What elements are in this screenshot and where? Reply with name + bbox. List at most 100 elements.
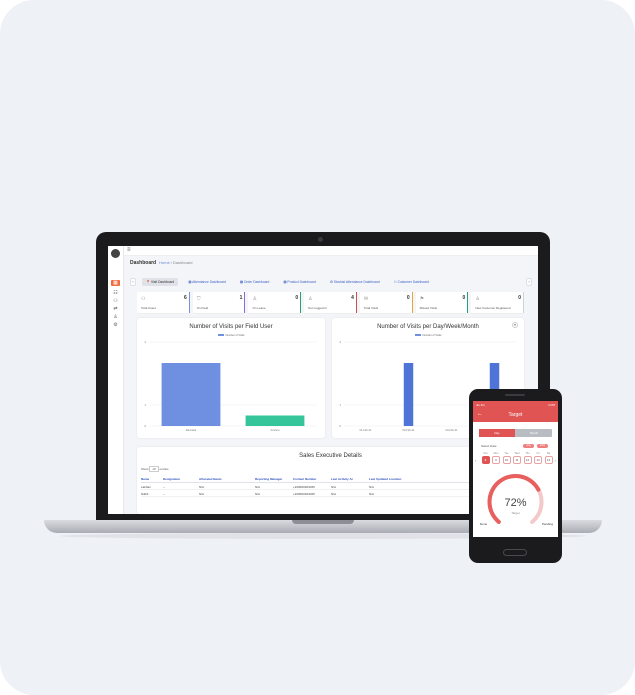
stat-icon: ♙ (308, 296, 313, 302)
stat-value: 4 (351, 295, 354, 301)
table-cell: N/A (255, 492, 261, 496)
stat-icon: ⚇ (141, 296, 146, 302)
stat-value: 0 (462, 295, 466, 301)
stat-label: Not Logged In (308, 306, 328, 310)
x-tick-label: 02-Feb-21 (403, 428, 416, 432)
team-nav-icon[interactable]: ⚇ (113, 298, 118, 304)
day-item[interactable]: Wed 11 (513, 452, 521, 464)
day-month-toggle: Day Month (479, 429, 552, 437)
chevron-right-icon[interactable]: › (526, 278, 532, 286)
y-tick-label: 4 (339, 340, 341, 344)
column-header[interactable]: Allocated Beats (199, 477, 222, 481)
filter-icon[interactable]: ▼ (512, 322, 518, 328)
table-cell: N/A (199, 485, 205, 489)
stat-cards: ⚇ 6 Total Users ⛉ 1 On Field ♙ 0 On Leav… (137, 292, 525, 314)
table-row: Lakhan -- N/A N/A +918460184045 N/A N/A (141, 484, 471, 490)
column-header[interactable]: Last Activity At (331, 477, 353, 481)
day-item[interactable]: Fri 13 (534, 452, 543, 464)
day-picker: Sun 8 Mon 9 Tue 10 Wed 11 Thu 12 Fri 13 Sat 14 (477, 452, 554, 468)
page-size-select[interactable]: 10 (149, 466, 159, 472)
users-nav-icon[interactable]: ☷ (113, 290, 118, 296)
bar[interactable] (161, 363, 221, 426)
stat-label: Missed Visits (419, 306, 438, 310)
table-cell: N/A (331, 492, 337, 496)
toggle-month[interactable]: Month (529, 431, 539, 435)
chevron-right-icon[interactable]: › (554, 458, 556, 463)
day-item[interactable]: Tue 10 (502, 452, 511, 464)
phone: Jio 4G 3 PM ← Target Day Month Select Da… (469, 389, 562, 563)
day-item[interactable]: Sat 14 (544, 452, 553, 464)
target-gauge (487, 474, 544, 524)
camera (318, 237, 323, 242)
stat-value: 6 (183, 295, 187, 301)
stat-label: Total Users (141, 306, 157, 310)
stat-card[interactable]: ♙ 0 New Customer Registered (471, 292, 525, 314)
chevron-left-icon[interactable]: ‹ (475, 458, 477, 463)
column-header[interactable]: Reporting Manager (255, 477, 283, 481)
breadcrumb-home[interactable]: Home (159, 260, 170, 265)
column-header[interactable]: Last Updated Location (369, 477, 402, 481)
table-header: Name Designation Allocated Beats Reporting … (141, 477, 471, 483)
stat-card[interactable]: ✉ 0 Total Visits (359, 292, 413, 314)
stat-label: On Leave (252, 306, 266, 310)
sidebar: ▦ ☷ ⚇ ⇄ ♙ ⚙ (108, 246, 124, 514)
phone-header: ← Target (473, 408, 558, 422)
stat-card[interactable]: ♙ 0 On Leave (248, 292, 302, 314)
stat-value: 0 (295, 295, 299, 301)
hamburger-icon[interactable]: ≡ (127, 247, 131, 253)
page-size-control: Show 10 entries (141, 466, 169, 472)
breadcrumb-current: Dashboard (172, 260, 193, 265)
transfer-nav-icon[interactable]: ⇄ (113, 306, 118, 312)
phone-screen: Jio 4G 3 PM ← Target Day Month Select Da… (473, 401, 558, 537)
stat-value: 0 (518, 295, 522, 301)
table-cell: N/A (255, 485, 261, 489)
back-arrow-icon[interactable]: ← (477, 411, 483, 417)
stat-card[interactable]: ⚑ 0 Missed Visits (415, 292, 469, 314)
top-bar: ≡ (124, 246, 538, 256)
gauge-subtitle: Target (511, 511, 520, 515)
toggle-day[interactable]: Day (479, 429, 515, 437)
chart-title: Number of Visits per Field User (189, 324, 273, 330)
tab-stockist-attendance-dashboard[interactable]: ⚙ Stockist Attendance Dashboard (329, 280, 380, 284)
laptop-lid: ▦ ☷ ⚇ ⇄ ♙ ⚙ ≡ Dashboard Home/Dashboard ‹ … (96, 232, 550, 522)
bar[interactable] (403, 363, 414, 426)
chevron-left-icon[interactable]: ‹ (130, 278, 136, 286)
dashboard-nav-icon[interactable]: ▦ (111, 280, 120, 286)
bar[interactable] (245, 415, 305, 427)
month-select[interactable]: Aug (523, 444, 534, 448)
column-header[interactable]: Contact Number (293, 477, 317, 481)
tab-product-dashboard[interactable]: ▦ Product Dashboard (283, 280, 316, 284)
person-nav-icon[interactable]: ♙ (113, 314, 118, 320)
table-cell: Lakhan (141, 485, 151, 489)
column-header[interactable]: Name (141, 477, 150, 481)
year-select[interactable]: 2021 (537, 444, 548, 448)
pending-label: Pending (541, 522, 553, 526)
tab-order-dashboard[interactable]: ▦ Order Dashboard (239, 280, 270, 284)
stat-card[interactable]: ⚇ 6 Total Users (137, 292, 190, 314)
stat-accent (411, 292, 413, 313)
stat-accent (188, 292, 190, 313)
day-item[interactable]: Mon 9 (492, 452, 500, 464)
stat-accent (467, 292, 469, 313)
gauge-percent: 72% (504, 497, 527, 509)
day-item[interactable]: Thu 12 (523, 452, 532, 464)
stat-accent (244, 292, 246, 313)
column-header[interactable]: Designation (163, 477, 181, 481)
tab-attendance-dashboard[interactable]: ▦ Attendance Dashboard (188, 280, 226, 284)
table-cell: Nikhil (141, 492, 149, 496)
stat-card[interactable]: ⛉ 1 On Field (192, 292, 246, 314)
table-cell: N/A (369, 492, 375, 496)
table-title: Sales Executive Details (299, 453, 362, 459)
tab-customer-dashboard[interactable]: ⚇ Customer Dashboard (393, 280, 429, 284)
x-tick-label: 01-Feb-21 (360, 428, 373, 432)
table-cell: +918460184045 (293, 492, 315, 496)
stat-card[interactable]: ♙ 4 Not Logged In (304, 292, 357, 314)
day-item[interactable]: Sun 8 (481, 452, 490, 464)
tab-visit-dashboard[interactable]: 📍 Visit Dashboard (142, 278, 179, 286)
stat-value: 0 (406, 295, 410, 301)
phone-title: Target (508, 412, 523, 418)
home-button[interactable] (503, 549, 527, 556)
chart-visits-per-user: Number of Visits per Field User Number o… (137, 318, 325, 438)
page-title: Dashboard (130, 260, 157, 266)
settings-nav-icon[interactable]: ⚙ (113, 322, 118, 328)
